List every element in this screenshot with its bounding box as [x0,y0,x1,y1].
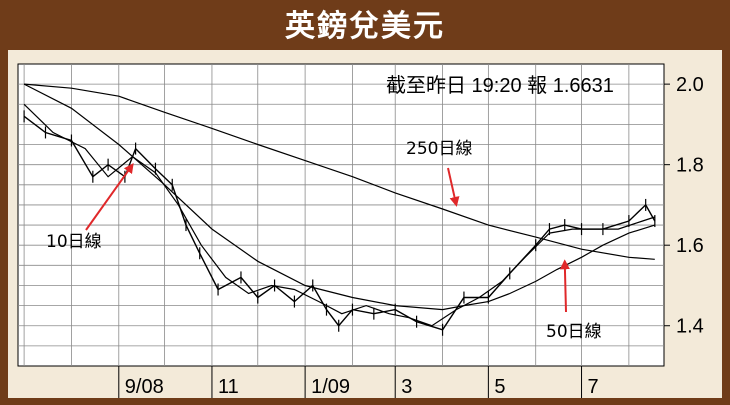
chart-panel: 9/08 11 1/09 3 5 7 2.0 1.8 1.6 1.4 截至昨日 19:20 報 … [8,50,722,398]
x-tick-label: 1/09 [311,376,350,398]
x-axis-ticks: 9/08 11 1/09 3 5 7 [118,366,599,398]
series-group [23,83,656,336]
y-tick-label: 1.8 [676,155,704,177]
x-tick-label: 9/08 [125,376,164,398]
series-label: 250日線 [406,139,472,159]
grid [18,64,664,366]
series-3 [24,83,655,260]
x-tick-label: 3 [401,376,412,398]
x-tick-label: 5 [494,376,505,398]
ma-line-3 [24,83,655,260]
title-bar: 英鎊兌美元 [0,0,730,46]
series-label: 50日線 [546,322,602,342]
label-arrow [447,167,460,207]
y-tick-label: 2.0 [676,74,704,96]
x-tick-label: 7 [588,376,599,398]
ma-line-2 [23,83,655,311]
y-tick-label: 1.6 [676,235,704,257]
series-1 [23,103,655,327]
chart-title: 英鎊兌美元 [285,9,445,44]
ma-line-1 [23,103,655,327]
label-arrow [85,163,134,231]
series-label: 10日線 [46,232,102,252]
price-annotation: 截至昨日 19:20 報 1.6631 [386,74,614,97]
plot-area [17,63,665,367]
chart-svg: 9/08 11 1/09 3 5 7 2.0 1.8 1.6 1.4 截至昨日 19:20 報 … [17,63,704,398]
series-2 [23,83,655,311]
series-labels: 10日線 250日線 50日線 [46,139,602,342]
y-axis-ticks: 2.0 1.8 1.6 1.4 [664,74,704,338]
x-tick-label: 11 [218,376,239,398]
y-tick-label: 1.4 [676,316,704,338]
label-arrow [559,259,570,313]
